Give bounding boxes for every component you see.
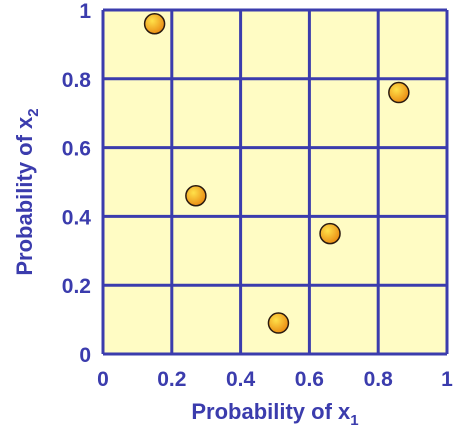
y-axis-ticks: 0 0.2 0.4 0.6 0.8 1 [62, 0, 92, 367]
y-axis-title: Probability of x2 [12, 108, 42, 275]
y-axis-title-main: Probability of x [12, 116, 37, 276]
y-tick-label: 1 [79, 0, 91, 23]
data-point [185, 185, 207, 207]
y-tick-label: 0.8 [62, 69, 92, 92]
data-point [319, 222, 341, 245]
data-points [143, 13, 410, 334]
y-tick-label: 0.2 [62, 275, 91, 298]
x-tick-label: 1 [441, 368, 453, 391]
x-tick-label: 0.4 [226, 368, 256, 391]
y-tick-label: 0.4 [62, 206, 92, 229]
x-tick-label: 0 [97, 368, 109, 391]
x-axis-ticks: 0 0.2 0.4 0.6 0.8 1 [97, 368, 453, 391]
y-tick-label: 0.6 [62, 138, 91, 161]
data-point [143, 13, 166, 35]
x-axis-title: Probability of x1 [191, 399, 358, 429]
x-axis-title-main: Probability of x [191, 399, 351, 424]
y-axis-title-subscript: 2 [25, 108, 42, 116]
x-tick-label: 0.2 [157, 368, 186, 391]
y-tick-label: 0 [79, 344, 91, 367]
data-point [267, 312, 290, 334]
x-tick-label: 0.8 [364, 368, 394, 391]
data-point [388, 81, 410, 104]
x-tick-label: 0.6 [295, 368, 324, 391]
x-axis-title-subscript: 1 [350, 412, 358, 429]
grid [101, 8, 449, 356]
plot-area [103, 10, 447, 354]
